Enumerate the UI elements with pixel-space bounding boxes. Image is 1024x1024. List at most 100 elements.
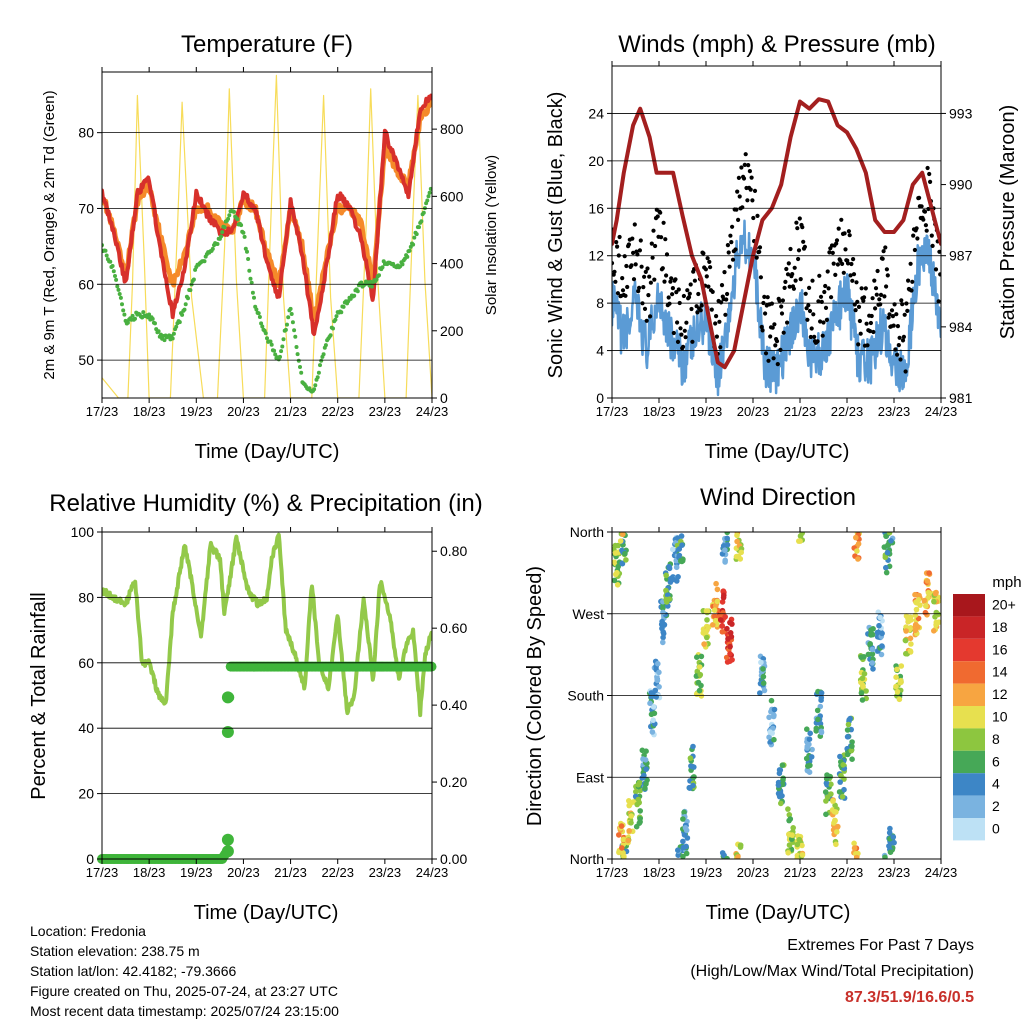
direction-point	[771, 706, 778, 713]
dewpoint-point	[188, 288, 193, 293]
gust-point	[662, 279, 667, 284]
y-tick-label: 20	[78, 786, 94, 802]
colorbar-swatch	[953, 661, 985, 684]
direction-point	[737, 844, 744, 850]
dewpoint-point	[285, 322, 289, 327]
gust-point	[856, 342, 861, 347]
gust-point	[669, 276, 674, 281]
gust-point	[668, 279, 673, 284]
gust-point	[704, 274, 709, 279]
dewpoint-point	[174, 324, 179, 329]
dewpoint-point	[295, 352, 300, 357]
direction-point	[705, 624, 712, 630]
gust-point	[733, 247, 738, 252]
gust-point	[747, 169, 753, 174]
gust-point	[688, 282, 693, 287]
gust-point	[834, 238, 840, 243]
direction-point	[903, 628, 909, 634]
direction-point	[786, 842, 793, 848]
direction-point	[719, 599, 726, 605]
gust-point	[643, 269, 648, 274]
gust-point	[875, 268, 880, 274]
x-tick-label: 18/23	[643, 404, 676, 419]
direction-point	[894, 689, 901, 695]
direction-point	[714, 586, 721, 593]
extremes-title: Extremes For Past 7 Days	[787, 937, 974, 954]
direction-point	[830, 798, 836, 804]
dewpoint-point	[202, 259, 207, 264]
gust-point	[622, 254, 627, 259]
direction-point	[805, 763, 811, 769]
direction-point	[804, 743, 811, 750]
gust-point	[856, 304, 862, 309]
dewpoint-point	[419, 219, 424, 224]
direction-point	[720, 594, 727, 601]
gust-point	[632, 222, 637, 227]
y-tick-label: 60	[78, 276, 94, 292]
y2-tick-label: 984	[949, 319, 973, 335]
direction-point	[844, 751, 851, 758]
dewpoint-point	[243, 246, 248, 251]
dewpoint-point	[241, 230, 246, 235]
direction-point	[683, 850, 690, 857]
gust-point	[817, 273, 822, 278]
gust-point	[921, 217, 926, 222]
gust-point	[910, 279, 915, 284]
dewpoint-point	[242, 234, 247, 239]
gust-point	[737, 194, 742, 199]
gust-point	[896, 343, 901, 348]
direction-point	[790, 825, 796, 831]
direction-point	[917, 602, 923, 608]
direction-plot	[612, 532, 941, 859]
direction-point	[616, 832, 622, 838]
gust-point	[823, 305, 829, 310]
humidity-xlabel: Time (Day/UTC)	[194, 902, 339, 924]
gust-point	[663, 237, 668, 242]
direction-point	[859, 675, 866, 682]
speed-colorbar: mph 20+ 18 16 14 12 10 8 6 4 2 0	[953, 574, 1022, 841]
dewpoint-point	[428, 186, 432, 191]
y-tick-label: 24	[588, 105, 604, 121]
direction-point	[615, 542, 621, 549]
gust-point	[911, 233, 916, 238]
gust-point	[874, 292, 879, 297]
direction-point	[735, 854, 741, 859]
gust-point	[763, 311, 768, 316]
y-tick-label: 40	[78, 720, 94, 736]
direction-point	[633, 823, 640, 830]
dewpoint-point	[177, 320, 182, 325]
direction-point	[725, 636, 731, 642]
dewpoint-point	[279, 349, 284, 354]
direction-point	[734, 532, 740, 539]
direction-point	[847, 715, 853, 722]
gust-point	[785, 272, 791, 277]
direction-point	[628, 820, 634, 826]
gust-point	[908, 261, 913, 266]
gust-point	[927, 171, 932, 177]
direction-point	[620, 532, 626, 538]
wind-line	[612, 219, 941, 397]
dewpoint-point	[226, 216, 231, 221]
direction-point	[851, 840, 857, 847]
direction-point	[723, 654, 730, 661]
gust-point	[758, 275, 764, 280]
gust-point	[825, 269, 830, 274]
dewpoint-point	[252, 295, 256, 300]
direction-point	[652, 687, 659, 694]
direction-point	[794, 841, 801, 848]
gust-point	[792, 265, 797, 270]
gust-point	[719, 300, 724, 305]
direction-point	[776, 770, 783, 777]
gust-point	[670, 286, 676, 291]
direction-point	[837, 753, 843, 760]
dewpoint-point	[257, 315, 262, 319]
dewpoint-point	[315, 375, 320, 380]
direction-point	[823, 780, 830, 786]
gust-point	[633, 262, 638, 267]
direction-point	[724, 625, 730, 632]
gust-point	[661, 220, 666, 225]
direction-point	[626, 802, 632, 809]
direction-point	[867, 641, 873, 647]
